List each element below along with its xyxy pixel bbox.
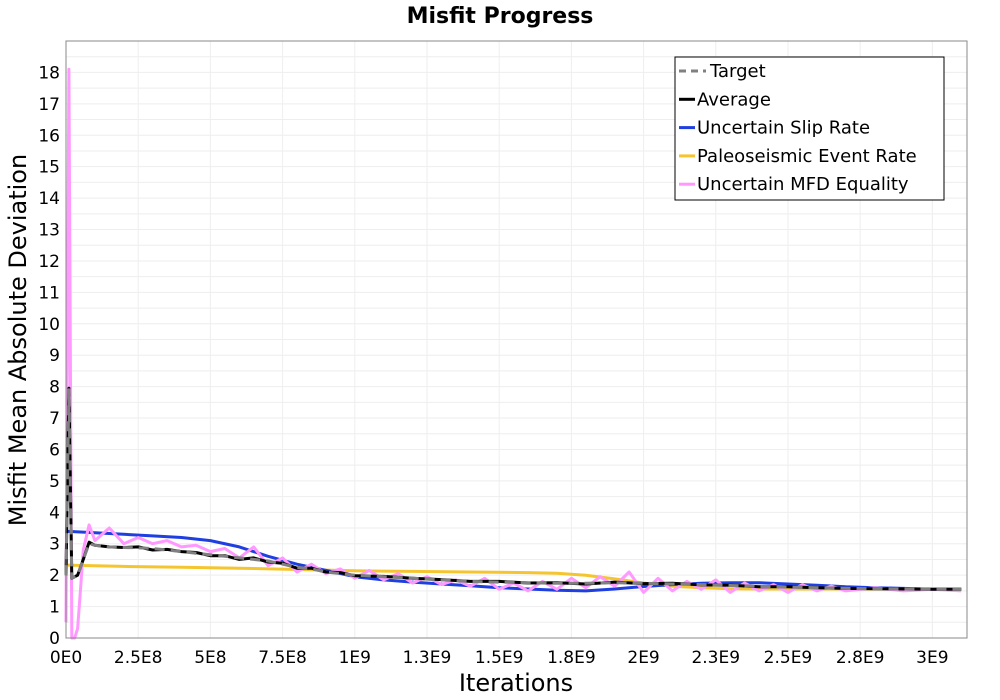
x-tick-label: 2.8E9 [836, 648, 885, 668]
x-tick-label: 5E8 [194, 648, 226, 668]
y-tick-label: 12 [38, 252, 60, 272]
legend-label: Average [697, 89, 771, 110]
x-tick-label: 2.3E9 [691, 648, 740, 668]
x-tick-label: 7.5E8 [258, 648, 307, 668]
y-tick-label: 6 [49, 440, 60, 460]
y-tick-label: 5 [49, 472, 60, 492]
series-line-uncertain-slip-rate [65, 529, 962, 593]
x-axis-title: Iterations [459, 669, 573, 697]
series-line-target [64, 388, 962, 591]
legend-label: Target [709, 61, 766, 82]
x-tick-label: 0E0 [50, 648, 82, 668]
x-tick-label: 1.5E9 [475, 648, 524, 668]
y-tick-label: 9 [49, 346, 60, 366]
y-tick-label: 0 [49, 629, 60, 649]
y-tick-label: 7 [49, 409, 60, 429]
y-tick-label: 17 [38, 95, 60, 115]
legend-label: Paleoseismic Event Rate [697, 146, 917, 167]
y-tick-label: 8 [49, 378, 60, 398]
y-tick-label: 16 [38, 126, 60, 146]
x-tick-label: 3E9 [916, 648, 948, 668]
x-tick-label: 2E9 [627, 648, 659, 668]
y-tick-label: 3 [49, 535, 60, 555]
y-tick-label: 14 [38, 189, 60, 209]
y-axis-title: Misfit Mean Absolute Deviation [4, 154, 32, 526]
x-tick-label: 1.8E9 [547, 648, 596, 668]
y-tick-label: 13 [38, 221, 60, 241]
legend-label: Uncertain MFD Equality [697, 174, 909, 195]
y-tick-label: 15 [38, 158, 60, 178]
y-tick-label: 18 [38, 63, 60, 83]
y-tick-label: 10 [38, 315, 60, 335]
y-tick-label: 4 [49, 503, 60, 523]
legend: Target Average Uncertain Slip Rate Paleosei… [674, 56, 945, 201]
x-tick-label: 2.5E9 [764, 648, 813, 668]
legend-box [674, 56, 945, 201]
y-tick-label: 2 [49, 566, 60, 586]
chart-title: Misfit Progress [407, 4, 594, 29]
x-tick-label: 2.5E8 [114, 648, 163, 668]
x-tick-label: 1.3E9 [403, 648, 452, 668]
legend-label: Uncertain Slip Rate [697, 118, 870, 139]
y-tick-label: 1 [49, 598, 60, 618]
series-layer [64, 67, 962, 640]
y-tick-label: 11 [38, 283, 60, 303]
plot-border [65, 40, 968, 639]
x-axis-ticks: 0E0 2.5E8 5E8 7.5E8 1E9 1.3E9 1.5E9 1.8E9 2E9 2.3… [50, 648, 949, 668]
legend-items: Target Average Uncertain Slip Rate Paleosei… [679, 61, 917, 195]
x-tick-label: 1E9 [339, 648, 371, 668]
